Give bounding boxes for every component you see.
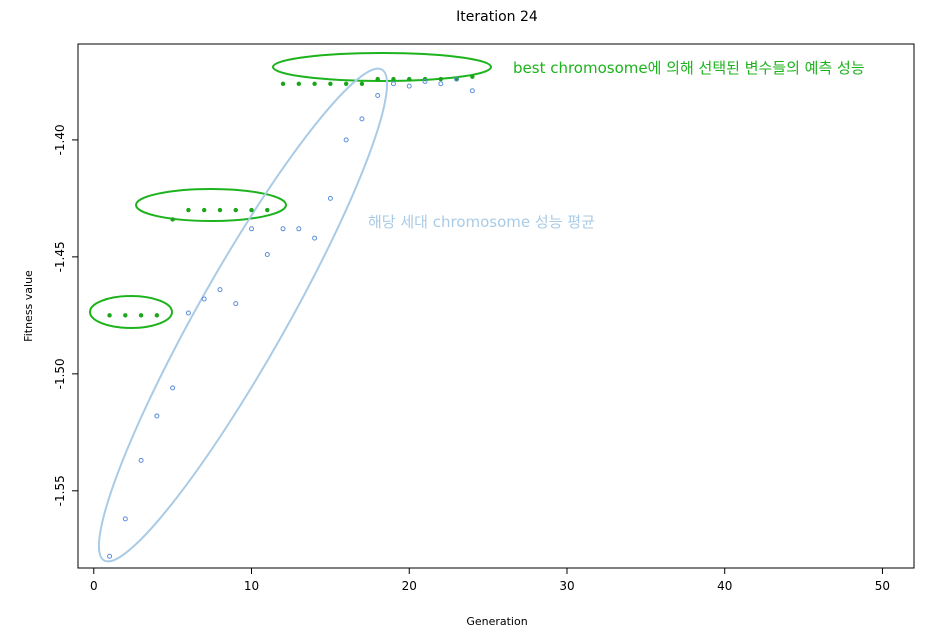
mean-fitness-point xyxy=(122,516,128,522)
x-tick-label: 30 xyxy=(559,579,574,593)
best-fitness-point xyxy=(438,76,443,82)
best-fitness-point xyxy=(186,207,191,213)
best-fitness-point xyxy=(312,81,317,86)
best-fitness-point xyxy=(296,81,302,86)
mean-fitness-point xyxy=(327,195,333,201)
best-annotation: best chromosome에 의해 선택된 변수들의 예측 성능 xyxy=(513,59,865,77)
best-fitness-point xyxy=(123,313,128,318)
best-fitness-point xyxy=(170,217,175,222)
best-fitness-point xyxy=(138,313,144,318)
mean-fitness-point xyxy=(280,226,286,232)
mean-trend-ellipse xyxy=(97,67,389,563)
x-tick-label: 40 xyxy=(717,579,732,593)
best-fitness-point xyxy=(265,207,270,213)
mean-fitness-point xyxy=(170,385,176,391)
y-axis-label: Fitness value xyxy=(22,270,35,342)
mean-fitness-point xyxy=(422,78,428,84)
x-tick-label: 50 xyxy=(875,579,890,593)
data-points xyxy=(107,74,475,559)
plot-frame xyxy=(77,43,915,569)
y-axis: -1.55 -1.50 -1.45 -1.40 xyxy=(53,124,78,506)
mean-fitness-point xyxy=(249,226,255,232)
mean-fitness-point xyxy=(264,252,270,258)
best-fitness-point xyxy=(454,76,459,82)
mean-fitness-point xyxy=(233,301,239,307)
best-fitness-point xyxy=(359,81,365,86)
mean-fitness-point xyxy=(343,137,349,143)
mean-fitness-point xyxy=(201,296,207,302)
best-fitness-point xyxy=(233,207,238,213)
mean-fitness-point xyxy=(438,81,444,87)
best-region-ellipse xyxy=(272,52,492,82)
mean-fitness-point xyxy=(375,92,381,98)
x-axis-label: Generation xyxy=(466,615,527,628)
best-fitness-point xyxy=(217,207,223,213)
best-fitness-point xyxy=(249,207,254,213)
best-fitness-point xyxy=(407,76,412,82)
best-fitness-point xyxy=(328,81,333,86)
y-tick-label: -1.50 xyxy=(53,358,67,389)
early-region-ellipse xyxy=(89,295,173,329)
mean-fitness-point xyxy=(154,413,160,419)
x-tick-label: 20 xyxy=(402,579,417,593)
mean-fitness-point xyxy=(390,81,396,87)
mean-fitness-point xyxy=(296,226,302,232)
mean-fitness-point xyxy=(469,88,475,94)
mid-region-ellipse xyxy=(135,188,287,222)
mean-fitness-point xyxy=(185,310,191,316)
x-axis: 0 10 20 30 40 50 xyxy=(90,568,890,593)
best-fitness-point xyxy=(280,81,286,86)
y-tick-label: -1.40 xyxy=(53,124,67,155)
mean-fitness-point xyxy=(359,116,365,122)
x-tick-label: 10 xyxy=(244,579,259,593)
best-fitness-point xyxy=(107,313,112,318)
mean-fitness-point xyxy=(107,553,113,559)
mean-annotation: 해당 세대 chromosome 성능 평균 xyxy=(368,213,595,231)
y-tick-label: -1.45 xyxy=(53,241,67,272)
mean-fitness-point xyxy=(312,235,318,241)
mean-fitness-point xyxy=(406,83,412,89)
y-tick-label: -1.55 xyxy=(53,475,67,506)
mean-fitness-point xyxy=(454,76,460,82)
best-fitness-point xyxy=(470,74,475,79)
mean-fitness-point xyxy=(138,457,144,463)
x-tick-label: 0 xyxy=(90,579,98,593)
chart-title: Iteration 24 xyxy=(456,9,538,25)
mean-fitness-point xyxy=(217,287,223,293)
best-fitness-point xyxy=(343,81,349,86)
best-fitness-point xyxy=(201,207,207,213)
best-fitness-point xyxy=(154,313,160,318)
best-fitness-point xyxy=(375,76,380,82)
best-fitness-point xyxy=(391,76,396,82)
